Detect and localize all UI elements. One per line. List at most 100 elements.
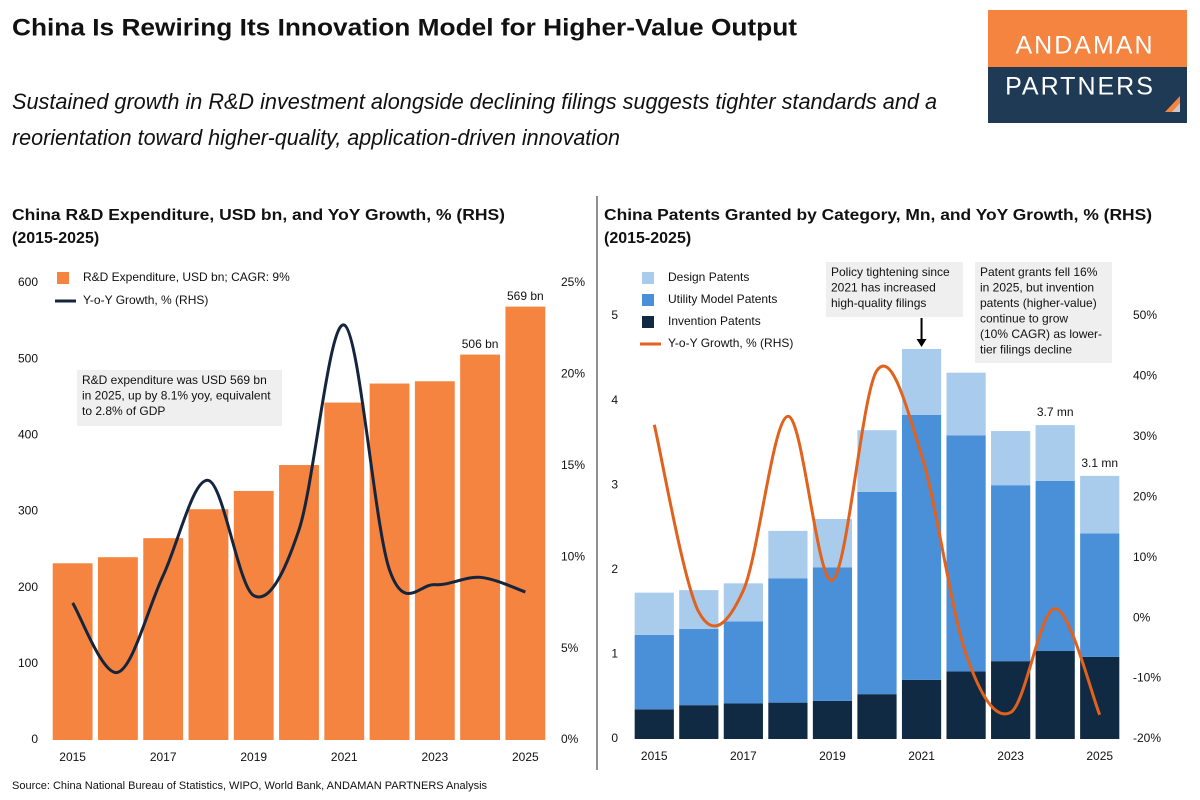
x-tick-label: 2019 xyxy=(819,749,846,763)
logo-text: PARTNERS xyxy=(1005,73,1155,101)
x-tick-label: 2017 xyxy=(150,750,177,764)
bar-segment xyxy=(946,372,986,436)
bar-segment xyxy=(812,700,853,739)
y-tick-label: 0 xyxy=(31,732,38,746)
bar-segment xyxy=(901,679,942,739)
y-tick-label: 600 xyxy=(18,275,38,289)
source-note: Source: China National Bureau of Statist… xyxy=(12,780,488,792)
bar-segment xyxy=(768,578,808,703)
annotation-text: patents (higher-value) xyxy=(980,296,1097,310)
y-tick-label: 500 xyxy=(18,351,38,365)
bar-segment xyxy=(634,592,674,635)
y-tick-label: 200 xyxy=(18,580,38,594)
y-tick-label: 15% xyxy=(561,458,585,472)
bar-segment xyxy=(991,485,1031,662)
chart-subtitle: (2015-2025) xyxy=(604,230,691,247)
logo-bottom xyxy=(988,67,1187,123)
bar-segment xyxy=(946,671,986,739)
x-tick-label: 2025 xyxy=(1086,749,1113,763)
legend-swatch xyxy=(57,272,69,284)
bar-segment xyxy=(901,348,942,415)
y-tick-label: 20% xyxy=(561,367,585,381)
annotation-text: 2021 has increased xyxy=(831,281,936,295)
page-subtitle: Sustained growth in R&D investment along… xyxy=(12,89,937,114)
logo-text: ANDAMAN xyxy=(1015,32,1154,60)
y-tick-label: 300 xyxy=(18,504,38,518)
y-tick-label: 0 xyxy=(611,731,618,745)
annotation-box xyxy=(826,262,963,317)
y-tick-label: 50% xyxy=(1133,308,1157,322)
bar xyxy=(414,381,455,740)
bar-segment xyxy=(857,491,897,695)
annotation-box xyxy=(77,370,282,426)
y-tick-label: 0% xyxy=(1133,610,1151,624)
bar-segment xyxy=(991,661,1031,739)
annotation-text: to 2.8% of GDP xyxy=(82,404,165,418)
y-tick-label: 10% xyxy=(561,549,585,563)
bar-segment xyxy=(857,430,897,492)
legend-label: R&D Expenditure, USD bn; CAGR: 9% xyxy=(83,270,290,284)
page-title: China Is Rewiring Its Innovation Model f… xyxy=(12,14,797,41)
bar xyxy=(324,402,365,740)
bar xyxy=(505,306,546,740)
bar-segment xyxy=(679,629,719,706)
annotation-text: high-quality filings xyxy=(831,296,926,310)
x-tick-label: 2023 xyxy=(997,749,1024,763)
x-tick-label: 2021 xyxy=(908,749,935,763)
bar xyxy=(188,509,229,740)
logo-mark xyxy=(1172,103,1180,112)
line-series xyxy=(71,323,526,674)
legend-swatch xyxy=(642,294,654,306)
bar xyxy=(233,490,274,740)
bar xyxy=(460,354,501,740)
legend-label: Utility Model Patents xyxy=(668,292,777,306)
y-tick-label: -20% xyxy=(1133,731,1161,745)
x-tick-label: 2023 xyxy=(421,750,448,764)
chart-title: China R&D Expenditure, USD bn, and YoY G… xyxy=(12,207,505,224)
y-tick-label: 400 xyxy=(18,428,38,442)
bar-segment xyxy=(768,530,808,579)
annotation-arrowhead xyxy=(916,339,927,347)
bar-segment xyxy=(812,567,853,701)
annotation-text: in 2025, up by 8.1% yoy, equivalent xyxy=(82,389,271,403)
y-tick-label: 40% xyxy=(1133,369,1157,383)
line-series xyxy=(652,364,1102,716)
legend-label: Y-o-Y Growth, % (RHS) xyxy=(83,293,208,307)
y-tick-label: 20% xyxy=(1133,489,1157,503)
annotation-text: R&D expenditure was USD 569 bn xyxy=(82,373,267,387)
x-tick-label: 2017 xyxy=(730,749,757,763)
annotation-text: Policy tightening since xyxy=(831,265,950,279)
bar-segment xyxy=(634,709,674,739)
page-subtitle: reorientation toward higher-quality, app… xyxy=(12,125,620,150)
annotation-box xyxy=(975,262,1112,363)
x-tick-label: 2021 xyxy=(331,750,358,764)
bar-segment xyxy=(768,702,808,739)
y-tick-label: 100 xyxy=(18,656,38,670)
value-label: 569 bn xyxy=(507,289,544,303)
bar-segment xyxy=(723,621,763,704)
bar-segment xyxy=(1080,533,1120,657)
y-tick-label: 4 xyxy=(611,393,618,407)
y-tick-label: -10% xyxy=(1133,671,1161,685)
legend-swatch xyxy=(642,316,654,328)
bar-segment xyxy=(634,634,674,710)
y-tick-label: 0% xyxy=(561,732,579,746)
legend-swatch xyxy=(642,272,654,284)
annotation-text: continue to grow xyxy=(980,312,1068,326)
total-label: 3.1 mn xyxy=(1081,456,1118,470)
x-tick-label: 2015 xyxy=(59,750,86,764)
chart-subtitle: (2015-2025) xyxy=(12,230,99,247)
legend-label: Invention Patents xyxy=(668,314,761,328)
x-tick-label: 2019 xyxy=(240,750,267,764)
bar xyxy=(143,538,184,740)
y-tick-label: 3 xyxy=(611,477,618,491)
chart-title: China Patents Granted by Category, Mn, a… xyxy=(604,207,1152,224)
bar xyxy=(279,465,319,740)
legend-label: Y-o-Y Growth, % (RHS) xyxy=(668,336,793,350)
bar xyxy=(369,383,410,740)
logo-top xyxy=(988,10,1187,67)
bar-segment xyxy=(946,435,986,672)
bar-segment xyxy=(1035,425,1075,481)
legend-label: Design Patents xyxy=(668,270,749,284)
